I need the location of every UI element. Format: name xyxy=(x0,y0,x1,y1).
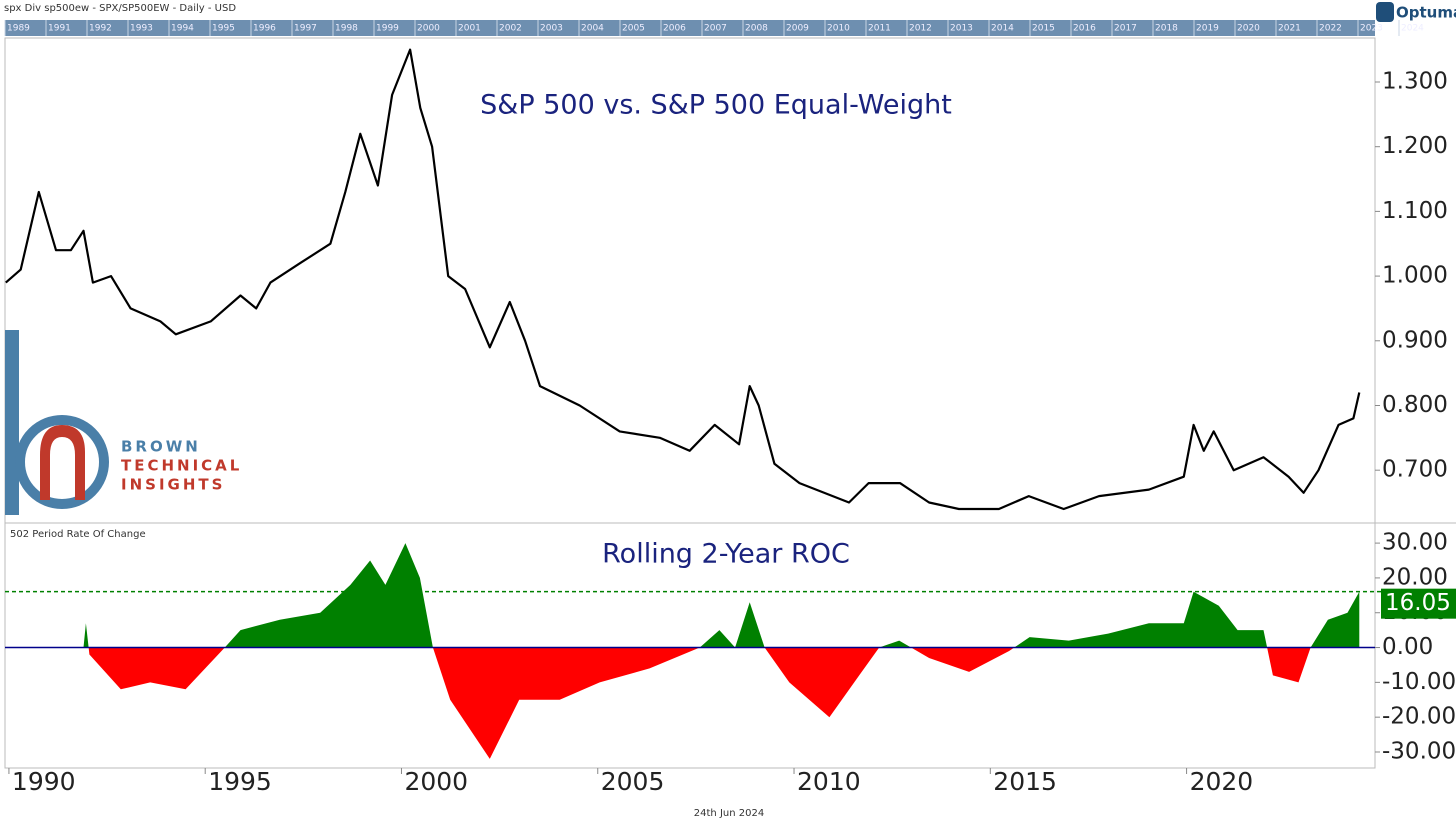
overview-year: 2022 xyxy=(1319,24,1342,34)
overview-year: 1992 xyxy=(89,24,112,34)
overview-year: 1996 xyxy=(253,24,276,34)
overview-year: 2011 xyxy=(868,24,891,34)
overview-strip xyxy=(5,20,1375,36)
x-tick-label: 2010 xyxy=(797,767,861,796)
logo-mark xyxy=(40,425,85,500)
overview-year: 1994 xyxy=(171,24,194,34)
overview-year: 2024 xyxy=(1401,24,1424,34)
overview-year: 2017 xyxy=(1114,24,1137,34)
overview-year: 2019 xyxy=(1196,24,1219,34)
overview-year: 2005 xyxy=(622,24,645,34)
y-tick-label: 30.00 xyxy=(1382,530,1448,556)
logo-bar xyxy=(5,330,19,515)
y-tick-label: 1.300 xyxy=(1382,68,1448,94)
overview-year: 2006 xyxy=(663,24,686,34)
overview-year: 2007 xyxy=(704,24,727,34)
overview-year: 2021 xyxy=(1278,24,1301,34)
brand: Optuma xyxy=(1396,4,1456,22)
logo-text: TECHNICAL xyxy=(121,457,242,475)
y-tick-label: 0.700 xyxy=(1382,457,1448,483)
y-tick-label: -20.00 xyxy=(1382,704,1456,730)
overview-year: 2000 xyxy=(417,24,440,34)
y-tick-label: 1.000 xyxy=(1382,263,1448,289)
overview-year: 1995 xyxy=(212,24,235,34)
overview-year: 2015 xyxy=(1032,24,1055,34)
x-tick-label: 1990 xyxy=(12,767,76,796)
brand-icon xyxy=(1376,2,1394,22)
x-tick-label: 1995 xyxy=(208,767,272,796)
logo-text: BROWN xyxy=(121,438,201,456)
overview-year: 1993 xyxy=(130,24,153,34)
overview-year: 1991 xyxy=(48,24,71,34)
overview-year: 2020 xyxy=(1237,24,1260,34)
date-label: 24th Jun 2024 xyxy=(694,808,764,819)
overview-year: 1997 xyxy=(294,24,317,34)
overview-year: 1989 xyxy=(7,24,30,34)
overview-year: 2008 xyxy=(745,24,768,34)
y-tick-label: 0.900 xyxy=(1382,327,1448,353)
indicator-label: 502 Period Rate Of Change xyxy=(10,529,146,540)
chart-title: S&P 500 vs. S&P 500 Equal-Weight xyxy=(480,90,952,121)
overview-year: 2009 xyxy=(786,24,809,34)
price-line xyxy=(5,48,1361,511)
overview-year: 2016 xyxy=(1073,24,1096,34)
y-tick-label: 0.00 xyxy=(1382,634,1433,660)
x-tick-label: 2005 xyxy=(601,767,665,796)
x-tick-label: 2000 xyxy=(404,767,468,796)
overview-year: 2010 xyxy=(827,24,850,34)
logo-ring xyxy=(15,415,109,509)
reference-label-box xyxy=(1381,588,1456,619)
reference-label: 16.05 xyxy=(1385,590,1451,616)
logo-text: INSIGHTS xyxy=(121,476,225,494)
panel-title: Rolling 2-Year ROC xyxy=(602,539,850,570)
y-tick-label: 20.00 xyxy=(1382,564,1448,590)
y-tick-label: 1.100 xyxy=(1382,198,1448,224)
roc-area-negative xyxy=(88,647,1311,759)
overview-year: 2014 xyxy=(991,24,1014,34)
overview-year: 1999 xyxy=(376,24,399,34)
roc-area-positive xyxy=(83,543,1360,648)
overview-year: 2002 xyxy=(499,24,522,34)
x-tick-label: 2020 xyxy=(1190,767,1254,796)
y-tick-label: -10.00 xyxy=(1382,669,1456,695)
y-tick-label: 0.800 xyxy=(1382,392,1448,418)
overview-year: 2004 xyxy=(581,24,604,34)
y-tick-label: 1.200 xyxy=(1382,133,1448,159)
overview-year: 2023 xyxy=(1360,24,1383,34)
overview-year: 2001 xyxy=(458,24,481,34)
overview-year: 1998 xyxy=(335,24,358,34)
x-tick-label: 2015 xyxy=(993,767,1057,796)
y-tick-label: -30.00 xyxy=(1382,738,1456,764)
instrument-label: spx Div sp500ew - SPX/SP500EW - Daily - … xyxy=(4,3,236,14)
overview-year: 2003 xyxy=(540,24,563,34)
overview-year: 2013 xyxy=(950,24,973,34)
overview-year: 2012 xyxy=(909,24,932,34)
overview-year: 2018 xyxy=(1155,24,1178,34)
